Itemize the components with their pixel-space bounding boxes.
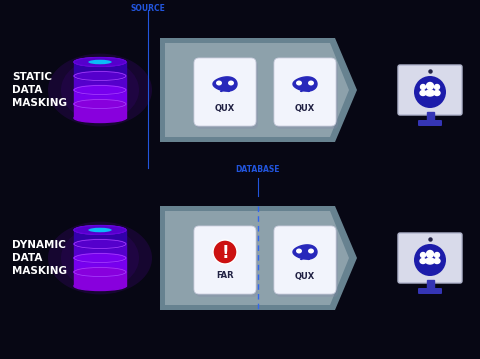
Bar [74,258,126,272]
Polygon shape [293,77,317,91]
FancyBboxPatch shape [274,226,336,294]
Circle shape [213,240,237,264]
Circle shape [414,76,446,108]
Bar [74,90,126,104]
Ellipse shape [420,90,426,95]
Ellipse shape [74,99,126,108]
Ellipse shape [74,57,126,66]
Bar [427,112,433,121]
Ellipse shape [308,248,314,253]
Circle shape [434,84,440,89]
FancyBboxPatch shape [418,120,442,126]
FancyBboxPatch shape [196,229,258,297]
Ellipse shape [74,267,126,276]
Bar [427,280,433,289]
Circle shape [420,252,425,257]
Text: QUX: QUX [215,103,235,112]
FancyBboxPatch shape [276,229,338,297]
Text: QUX: QUX [295,103,315,112]
FancyBboxPatch shape [398,65,462,115]
Text: STATIC
DATA
MASKING: STATIC DATA MASKING [12,72,67,108]
Circle shape [427,251,433,257]
Circle shape [420,84,425,89]
Ellipse shape [296,80,302,85]
Polygon shape [213,77,237,91]
Text: !: ! [221,244,229,262]
Ellipse shape [61,227,139,289]
Polygon shape [165,211,349,305]
FancyBboxPatch shape [274,58,336,126]
FancyBboxPatch shape [398,233,462,283]
Ellipse shape [88,60,112,64]
Ellipse shape [74,57,126,66]
Text: SOURCE: SOURCE [131,4,166,13]
Ellipse shape [308,80,314,85]
Ellipse shape [228,80,234,85]
Ellipse shape [74,85,126,94]
Bar [74,76,126,90]
Circle shape [434,252,440,257]
Ellipse shape [88,228,112,232]
Ellipse shape [61,59,139,121]
Ellipse shape [74,225,126,234]
Ellipse shape [74,267,126,276]
Bar [74,244,126,258]
Ellipse shape [74,239,126,248]
Ellipse shape [434,258,440,264]
Bar [74,62,126,76]
Ellipse shape [74,71,126,80]
Ellipse shape [74,113,126,122]
Ellipse shape [74,71,126,80]
Text: DATABASE: DATABASE [236,165,280,174]
Ellipse shape [48,222,152,294]
Ellipse shape [74,281,126,290]
Ellipse shape [296,248,302,253]
Polygon shape [160,38,357,142]
Ellipse shape [74,253,126,262]
Ellipse shape [74,239,126,248]
Ellipse shape [74,85,126,94]
FancyBboxPatch shape [418,288,442,294]
Ellipse shape [74,225,126,234]
Polygon shape [160,206,357,310]
Circle shape [414,244,446,276]
Ellipse shape [74,99,126,108]
FancyBboxPatch shape [276,61,338,129]
FancyBboxPatch shape [194,226,256,294]
Text: QUX: QUX [295,271,315,280]
Circle shape [427,83,433,89]
Ellipse shape [425,258,434,264]
Bar [74,272,126,286]
Text: DYNAMIC
DATA
MASKING: DYNAMIC DATA MASKING [12,240,67,276]
Polygon shape [293,245,317,259]
FancyBboxPatch shape [196,61,258,129]
FancyBboxPatch shape [194,58,256,126]
Bar [74,104,126,118]
Ellipse shape [48,53,152,126]
Ellipse shape [425,90,434,96]
Ellipse shape [216,80,222,85]
Bar [74,230,126,244]
Ellipse shape [420,258,426,264]
Text: FAR: FAR [216,271,234,280]
Ellipse shape [434,90,440,95]
Polygon shape [165,43,349,137]
Ellipse shape [74,253,126,262]
